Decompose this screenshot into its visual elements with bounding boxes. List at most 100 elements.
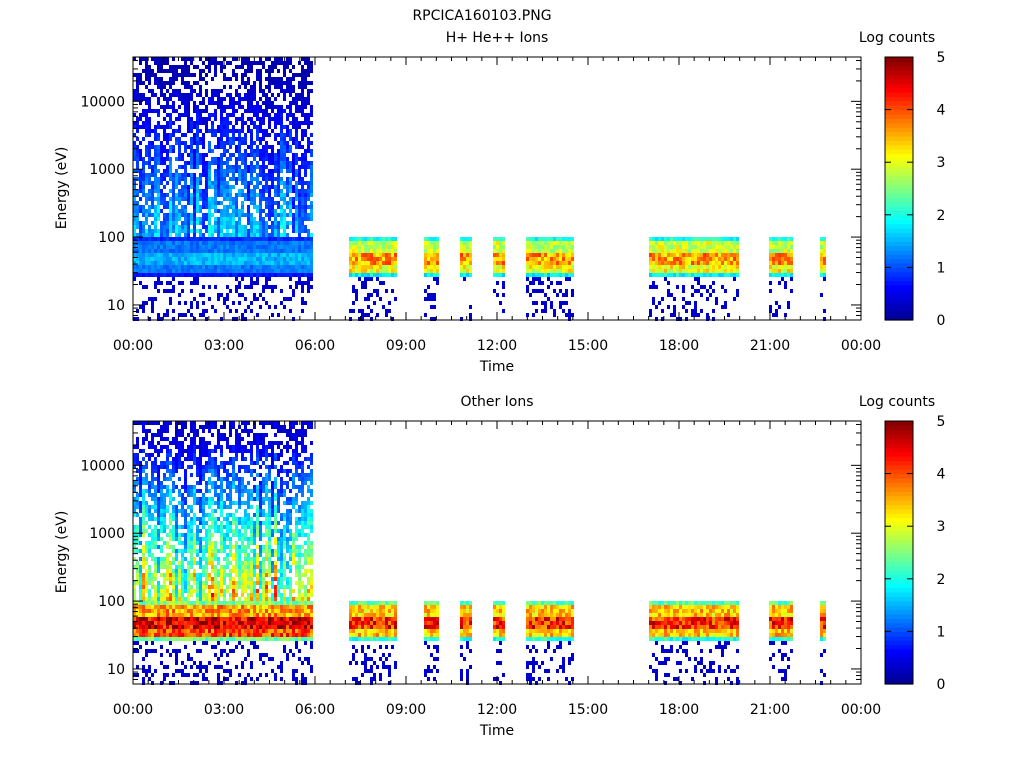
heatmap-cell	[148, 297, 151, 301]
heatmap-cell	[190, 533, 193, 537]
heatmap-cell	[139, 229, 142, 233]
heatmap-cell	[310, 265, 313, 269]
heatmap-cell	[139, 149, 142, 153]
heatmap-cell	[553, 313, 556, 317]
heatmap-cell	[190, 541, 193, 545]
heatmap-cell	[280, 125, 283, 129]
heatmap-cell	[142, 273, 145, 277]
heatmap-cell	[724, 249, 727, 253]
heatmap-cell	[175, 585, 178, 589]
heatmap-cell	[388, 237, 391, 241]
heatmap-cell	[184, 161, 187, 165]
heatmap-cell	[181, 461, 184, 465]
heatmap-cell	[727, 257, 730, 261]
heatmap-cell	[199, 469, 202, 473]
heatmap-cell	[178, 549, 181, 553]
colorbar-segment	[885, 293, 913, 299]
heatmap-cell	[172, 77, 175, 81]
heatmap-cell	[433, 249, 436, 253]
heatmap-cell	[289, 249, 292, 253]
heatmap-cell	[664, 253, 667, 257]
heatmap-cell	[496, 241, 499, 245]
heatmap-cell	[259, 241, 262, 245]
heatmap-cell	[175, 617, 178, 621]
heatmap-cell	[283, 137, 286, 141]
heatmap-cell	[139, 181, 142, 185]
heatmap-cell	[391, 237, 394, 241]
heatmap-cell	[436, 241, 439, 245]
heatmap-cell	[181, 505, 184, 509]
heatmap-cell	[181, 577, 184, 581]
heatmap-cell	[301, 241, 304, 245]
heatmap-cell	[178, 281, 181, 285]
heatmap-cell	[139, 485, 142, 489]
heatmap-cell	[151, 465, 154, 469]
heatmap-cell	[715, 253, 718, 257]
heatmap-cell	[163, 221, 166, 225]
heatmap-cell	[241, 181, 244, 185]
heatmap-cell	[187, 189, 190, 193]
heatmap-cell	[169, 453, 172, 457]
heatmap-cell	[304, 157, 307, 161]
heatmap-cell	[235, 269, 238, 273]
heatmap-cell	[172, 249, 175, 253]
heatmap-cell	[172, 89, 175, 93]
heatmap-cell	[211, 249, 214, 253]
heatmap-cell	[187, 309, 190, 313]
heatmap-cell	[247, 61, 250, 65]
heatmap-cell	[271, 77, 274, 81]
heatmap-cell	[187, 573, 190, 577]
heatmap-cell	[151, 493, 154, 497]
heatmap-cell	[136, 253, 139, 257]
heatmap-cell	[709, 245, 712, 249]
heatmap-cell	[265, 237, 268, 241]
heatmap-cell	[178, 541, 181, 545]
heatmap-cell	[157, 633, 160, 637]
heatmap-cell	[160, 449, 163, 453]
heatmap-cell	[244, 197, 247, 201]
heatmap-cell	[154, 241, 157, 245]
heatmap-cell	[175, 229, 178, 233]
heatmap-cell	[211, 201, 214, 205]
heatmap-cell	[145, 73, 148, 77]
heatmap-cell	[292, 229, 295, 233]
heatmap-cell	[562, 241, 565, 245]
heatmap-cell	[220, 201, 223, 205]
heatmap-cell	[148, 493, 151, 497]
heatmap-cell	[145, 237, 148, 241]
heatmap-cell	[223, 77, 226, 81]
heatmap-cell	[718, 273, 721, 277]
heatmap-cell	[154, 133, 157, 137]
heatmap-cell	[175, 657, 178, 661]
heatmap-cell	[733, 277, 736, 281]
heatmap-cell	[385, 261, 388, 265]
heatmap-cell	[211, 269, 214, 273]
heatmap-cell	[361, 253, 364, 257]
heatmap-cell	[262, 237, 265, 241]
heatmap-cell	[232, 265, 235, 269]
heatmap-cell	[778, 253, 781, 257]
heatmap-cell	[241, 313, 244, 317]
heatmap-cell	[715, 297, 718, 301]
heatmap-cell	[430, 269, 433, 273]
heatmap-cell	[277, 261, 280, 265]
heatmap-cell	[145, 637, 148, 641]
heatmap-cell	[196, 93, 199, 97]
heatmap-cell	[157, 65, 160, 69]
heatmap-cell	[136, 189, 139, 193]
heatmap-cell	[187, 493, 190, 497]
heatmap-cell	[151, 301, 154, 305]
heatmap-cell	[430, 305, 433, 309]
heatmap-cell	[688, 253, 691, 257]
heatmap-cell	[223, 245, 226, 249]
heatmap-cell	[169, 93, 172, 97]
heatmap-cell	[349, 237, 352, 241]
heatmap-cell	[142, 529, 145, 533]
heatmap-cell	[736, 261, 739, 265]
heatmap-cell	[262, 169, 265, 173]
heatmap-cell	[295, 193, 298, 197]
heatmap-cell	[175, 157, 178, 161]
heatmap-cell	[295, 285, 298, 289]
heatmap-cell	[199, 209, 202, 213]
heatmap-cell	[166, 229, 169, 233]
